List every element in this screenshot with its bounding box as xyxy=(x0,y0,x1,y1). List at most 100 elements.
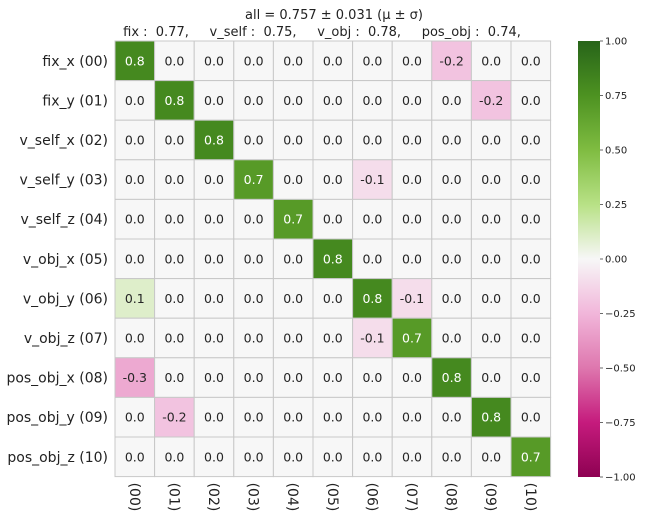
heatmap-cell xyxy=(272,436,314,478)
row-label: v_obj_z (07) xyxy=(24,331,108,347)
cell-value-label: 0.0 xyxy=(362,212,382,227)
heatmap-cell xyxy=(391,436,433,478)
heatmap-cell xyxy=(352,159,393,200)
column-label: (03) xyxy=(245,483,261,512)
cell-value-label: 0.0 xyxy=(521,172,541,187)
column-label: (10) xyxy=(522,483,538,512)
column-label: (00) xyxy=(126,483,142,512)
cell-value-label: -0.2 xyxy=(479,93,503,108)
heatmap-cell xyxy=(233,159,274,200)
cell-value-label: 0.1 xyxy=(125,291,145,306)
colorbar-tick-label: 0.25 xyxy=(605,200,627,211)
heatmap-cell xyxy=(391,40,433,82)
cell-value-label: 0.0 xyxy=(481,251,501,266)
heatmap-cell xyxy=(510,396,552,438)
heatmap-cell xyxy=(431,198,472,240)
column-label: (08) xyxy=(443,483,459,512)
heatmap-cell xyxy=(431,80,472,121)
cell-value-label: 0.0 xyxy=(323,93,343,108)
row-label: v_self_z (04) xyxy=(20,212,108,228)
cell-value-label: 0.0 xyxy=(442,133,462,148)
heatmap-cell xyxy=(352,357,393,398)
heatmap-cell xyxy=(193,159,235,200)
heatmap-cell xyxy=(272,119,314,161)
heatmap-cell xyxy=(391,317,433,359)
row-label: pos_obj_x (08) xyxy=(6,371,108,387)
colorbar-tick-label: 0.00 xyxy=(605,255,627,266)
heatmap-cell xyxy=(470,436,512,478)
heatmap-cell xyxy=(391,357,433,398)
heatmap-cell xyxy=(114,80,156,121)
heatmap-cell xyxy=(470,198,512,240)
heatmap-cell xyxy=(431,159,472,200)
heatmap-cell xyxy=(510,40,552,82)
heatmap-cell xyxy=(233,317,274,359)
heatmap-cell xyxy=(470,40,512,82)
cell-value-label: 0.0 xyxy=(164,370,184,385)
cell-value-label: 0.0 xyxy=(164,172,184,187)
cell-value-label: 0.8 xyxy=(125,53,145,68)
cell-value-label: -0.1 xyxy=(360,331,384,346)
heatmap-cell xyxy=(352,198,393,240)
heatmap-cell xyxy=(391,396,433,438)
heatmap-cell xyxy=(312,436,354,478)
cell-value-label: 0.0 xyxy=(164,53,184,68)
heatmap-cell xyxy=(312,40,354,82)
cell-value-label: 0.0 xyxy=(125,133,145,148)
cell-value-label: 0.0 xyxy=(442,212,462,227)
row-label: v_self_y (03) xyxy=(20,173,108,189)
cell-value-label: -0.3 xyxy=(123,370,147,385)
chart-subtitle: fix : 0.77, v_self : 0.75, v_obj : 0.78,… xyxy=(123,25,521,40)
heatmap-cell xyxy=(510,198,552,240)
heatmap-cell xyxy=(312,198,354,240)
cell-value-label: 0.0 xyxy=(402,212,422,227)
cell-value-label: 0.8 xyxy=(442,370,462,385)
cell-value-label: 0.0 xyxy=(521,291,541,306)
cell-value-label: 0.0 xyxy=(442,449,462,464)
heatmap-cell xyxy=(431,119,472,161)
heatmap-cell xyxy=(312,238,354,280)
cell-value-label: 0.0 xyxy=(402,93,422,108)
heatmap-cell xyxy=(391,278,433,319)
cell-value-label: 0.0 xyxy=(442,331,462,346)
cell-value-label: 0.0 xyxy=(521,370,541,385)
cell-value-label: 0.0 xyxy=(323,172,343,187)
cell-value-label: 0.0 xyxy=(164,291,184,306)
cell-value-label: 0.0 xyxy=(125,410,145,425)
heatmap-cell xyxy=(193,396,235,438)
cell-value-label: 0.0 xyxy=(323,449,343,464)
heatmap-cell xyxy=(470,278,512,319)
cell-value-label: 0.0 xyxy=(204,93,224,108)
cell-value-label: 0.0 xyxy=(204,410,224,425)
heatmap-cell xyxy=(510,238,552,280)
cell-value-label: 0.0 xyxy=(204,212,224,227)
cell-value-label: 0.0 xyxy=(204,331,224,346)
cell-value-label: 0.0 xyxy=(442,291,462,306)
cell-value-label: 0.0 xyxy=(362,93,382,108)
heatmap-cell xyxy=(233,278,274,319)
cell-value-label: 0.0 xyxy=(481,449,501,464)
row-label: fix_x (00) xyxy=(42,54,108,70)
heatmap-cell xyxy=(114,317,156,359)
cell-value-label: 0.0 xyxy=(442,172,462,187)
column-labels: (00) (01) (02) (03) (04) (05) (06) (07) (08) (09)… xyxy=(126,483,538,512)
cell-value-label: 0.8 xyxy=(362,291,382,306)
colorbar-gradient xyxy=(578,41,600,477)
colorbar-tick-label: 1.00 xyxy=(605,37,627,48)
cell-value-label: 0.0 xyxy=(362,53,382,68)
cell-value-label: 0.0 xyxy=(204,370,224,385)
cell-value-label: 0.0 xyxy=(521,251,541,266)
row-labels: fix_x (00) fix_y (01) v_self_x (02) v_self_… xyxy=(6,54,108,466)
heatmap-cell xyxy=(312,278,354,319)
cell-value-label: 0.0 xyxy=(402,53,422,68)
cell-value-label: 0.0 xyxy=(323,291,343,306)
heatmap-cell xyxy=(312,119,354,161)
cell-value-label: 0.0 xyxy=(125,172,145,187)
heatmap-cell xyxy=(510,436,552,478)
cell-value-label: 0.0 xyxy=(164,212,184,227)
row-label: pos_obj_y (09) xyxy=(6,410,108,426)
cell-value-label: -0.2 xyxy=(162,410,186,425)
cell-value-label: 0.0 xyxy=(521,133,541,148)
cell-value-label: 0.0 xyxy=(283,370,303,385)
